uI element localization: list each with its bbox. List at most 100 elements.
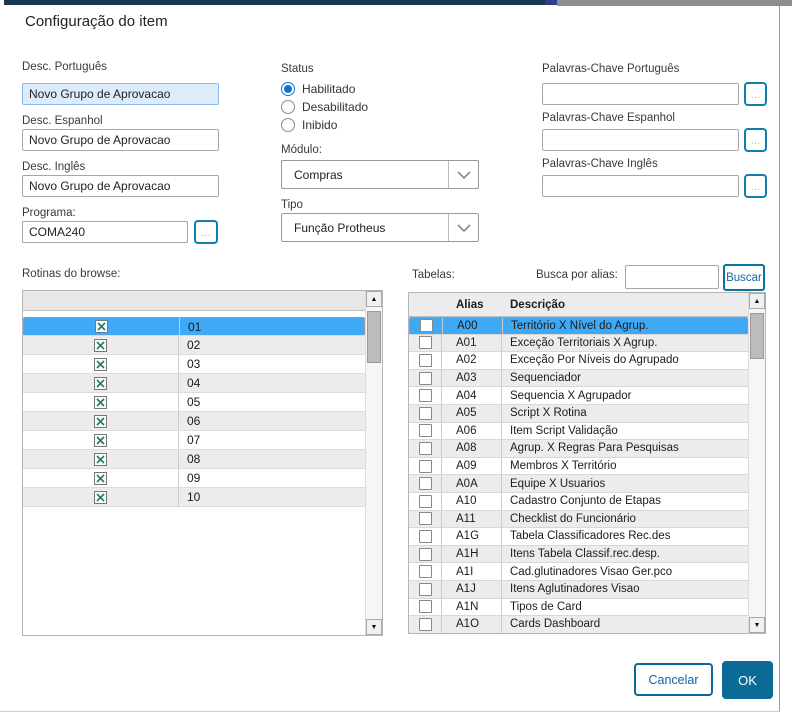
rotina-row[interactable]: 09 xyxy=(23,469,365,488)
tabelas-scrollbar-thumb[interactable] xyxy=(750,313,764,359)
kw-portugues-browse-button[interactable]: ... xyxy=(744,82,767,106)
tabela-row[interactable]: A05 Script X Rotina xyxy=(409,404,748,423)
tabela-alias: A09 xyxy=(442,457,502,475)
rotina-number: 04 xyxy=(187,376,201,390)
desc-portugues-input[interactable] xyxy=(22,83,219,105)
status-radio-option[interactable]: Habilitado xyxy=(281,81,368,97)
table-checkbox[interactable] xyxy=(418,353,432,367)
kw-ingles-label: Palavras-Chave Inglês xyxy=(542,158,658,170)
tabela-row[interactable]: A1G Tabela Classificadores Rec.des xyxy=(409,528,748,546)
tabela-descricao: Exceção Territoriais X Agrup. xyxy=(510,336,658,349)
tabela-row[interactable]: A1O Cards Dashboard xyxy=(409,616,748,633)
rotina-row[interactable]: 08 xyxy=(23,450,365,469)
tabela-row[interactable]: A1H Itens Tabela Classif.rec.desp. xyxy=(409,545,748,564)
radio-icon[interactable] xyxy=(281,118,295,132)
rotinas-listbox: 01 02 03 04 xyxy=(22,290,383,636)
status-radio-option[interactable]: Desabilitado xyxy=(281,99,368,115)
tabela-row[interactable]: A11 Checklist do Funcionário xyxy=(409,510,748,529)
radio-icon[interactable] xyxy=(281,100,295,114)
scroll-down-icon[interactable]: ▼ xyxy=(366,619,382,635)
tabelas-scrollbar[interactable]: ▲ ▼ xyxy=(748,293,765,633)
background-topbar-accent xyxy=(545,0,557,5)
programa-browse-button[interactable]: ... xyxy=(194,220,218,244)
tabela-row[interactable]: A02 Exceção Por Níveis do Agrupado xyxy=(409,352,748,370)
tabela-row[interactable]: A04 Sequencia X Agrupador xyxy=(409,387,748,405)
tabela-alias: A11 xyxy=(442,510,502,528)
desc-espanhol-input[interactable] xyxy=(22,129,219,151)
tabela-row[interactable]: A1N Tipos de Card xyxy=(409,598,748,617)
tabela-alias: A10 xyxy=(442,492,502,510)
tabela-row[interactable]: A08 Agrup. X Regras Para Pesquisas xyxy=(409,440,748,458)
tabela-row[interactable]: A03 Sequenciador xyxy=(409,369,748,388)
rotina-row[interactable]: 03 xyxy=(23,355,365,374)
scroll-down-icon[interactable]: ▼ xyxy=(749,617,765,633)
scroll-up-icon[interactable]: ▲ xyxy=(749,293,765,309)
table-checkbox[interactable] xyxy=(418,582,432,596)
status-radio-option[interactable]: Inibido xyxy=(281,117,368,133)
desc-ingles-input[interactable] xyxy=(22,175,219,197)
table-checkbox[interactable] xyxy=(418,617,432,631)
modulo-select[interactable]: Compras xyxy=(281,160,479,189)
ok-button[interactable]: OK xyxy=(722,661,773,699)
kw-espanhol-input[interactable] xyxy=(542,129,739,151)
status-label: Status xyxy=(281,63,314,75)
kw-portugues-label: Palavras-Chave Português xyxy=(542,63,680,75)
tabela-row[interactable]: A10 Cadastro Conjunto de Etapas xyxy=(409,492,748,511)
programa-input[interactable] xyxy=(22,221,188,243)
buscar-button[interactable]: Buscar xyxy=(723,264,765,291)
table-checkbox[interactable] xyxy=(418,512,432,526)
modulo-label: Módulo: xyxy=(281,144,322,156)
table-checkbox[interactable] xyxy=(418,441,432,455)
tabelas-rows: A00 Território X Nível do Agrup. A01 Exc… xyxy=(409,317,748,633)
rotinas-scrollbar-thumb[interactable] xyxy=(367,311,381,363)
rotina-row[interactable]: 06 xyxy=(23,412,365,431)
rotina-row[interactable]: 04 xyxy=(23,374,365,393)
tabela-alias: A1G xyxy=(442,528,502,545)
table-checkbox[interactable] xyxy=(418,336,432,350)
kw-portugues-input[interactable] xyxy=(542,83,739,105)
desc-espanhol-label: Desc. Espanhol xyxy=(22,115,103,127)
rotinas-scrollbar[interactable]: ▲ ▼ xyxy=(365,291,382,635)
scroll-up-icon[interactable]: ▲ xyxy=(366,291,382,307)
rotina-number: 03 xyxy=(187,357,201,371)
table-checkbox[interactable] xyxy=(418,600,432,614)
tipo-select[interactable]: Função Protheus xyxy=(281,213,479,242)
table-checkbox[interactable] xyxy=(419,319,433,333)
descricao-column-header: Descrição xyxy=(510,298,565,311)
dialog-bottom-edge xyxy=(0,711,780,712)
tabela-row[interactable]: A1J Itens Aglutinadores Visao xyxy=(409,580,748,599)
table-checkbox[interactable] xyxy=(418,529,432,543)
busca-por-alias-label: Busca por alias: xyxy=(536,269,618,281)
table-checkbox[interactable] xyxy=(418,494,432,508)
table-checkbox[interactable] xyxy=(418,389,432,403)
rotina-row[interactable]: 07 xyxy=(23,431,365,450)
rotina-row[interactable]: 05 xyxy=(23,393,365,412)
table-checkbox[interactable] xyxy=(418,459,432,473)
rotina-row[interactable]: 02 xyxy=(23,336,365,355)
kw-ingles-input[interactable] xyxy=(542,175,739,197)
rotina-row[interactable]: 10 xyxy=(23,488,365,507)
cancel-button[interactable]: Cancelar xyxy=(634,663,713,696)
status-options: Habilitado Desabilitado Inibido xyxy=(281,81,368,135)
radio-icon[interactable] xyxy=(281,82,295,96)
kw-espanhol-label: Palavras-Chave Espanhol xyxy=(542,112,675,124)
tabela-alias: A06 xyxy=(442,422,502,440)
tabela-row[interactable]: A09 Membros X Território xyxy=(409,457,748,476)
status-option-label: Desabilitado xyxy=(302,100,369,114)
table-checkbox[interactable] xyxy=(418,565,432,579)
tabela-row[interactable]: A1I Cad.glutinadores Visao Ger.pco xyxy=(409,563,748,581)
table-checkbox[interactable] xyxy=(418,371,432,385)
tabela-row[interactable]: A0A Equipe X Usuarios xyxy=(409,475,748,493)
table-checkbox[interactable] xyxy=(418,424,432,438)
table-checkbox[interactable] xyxy=(418,547,432,561)
table-checkbox[interactable] xyxy=(418,406,432,420)
tabela-row[interactable]: A00 Território X Nível do Agrup. xyxy=(409,317,748,335)
tabela-row[interactable]: A01 Exceção Territoriais X Agrup. xyxy=(409,334,748,353)
programa-label: Programa: xyxy=(22,207,76,219)
busca-alias-input[interactable] xyxy=(625,265,719,289)
rotina-row[interactable]: 01 xyxy=(23,317,365,336)
kw-ingles-browse-button[interactable]: ... xyxy=(744,174,767,198)
kw-espanhol-browse-button[interactable]: ... xyxy=(744,128,767,152)
table-checkbox[interactable] xyxy=(418,477,432,491)
tabela-row[interactable]: A06 Item Script Validação xyxy=(409,422,748,441)
